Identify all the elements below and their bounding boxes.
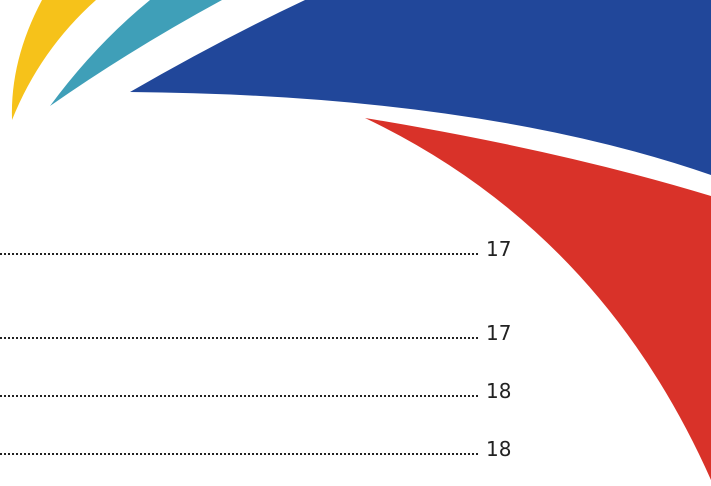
page-number: 18 (486, 379, 512, 403)
blue-swoosh (130, 0, 711, 175)
dot-leader (0, 253, 478, 255)
dot-leader (0, 453, 478, 455)
dot-leader (0, 337, 478, 339)
red-swoosh (365, 118, 711, 480)
toc-entry[interactable]: 18 (0, 433, 520, 461)
toc-entry[interactable]: 18 (0, 375, 520, 403)
page-number: 18 (486, 437, 512, 461)
teal-stripe (50, 0, 222, 106)
yellow-stripe (11, 0, 96, 120)
page-number: 17 (486, 321, 512, 345)
toc-entry[interactable]: 17 (0, 317, 520, 345)
toc-entry[interactable]: 17 (0, 233, 520, 261)
dot-leader (0, 395, 478, 397)
page-number: 17 (486, 237, 512, 261)
